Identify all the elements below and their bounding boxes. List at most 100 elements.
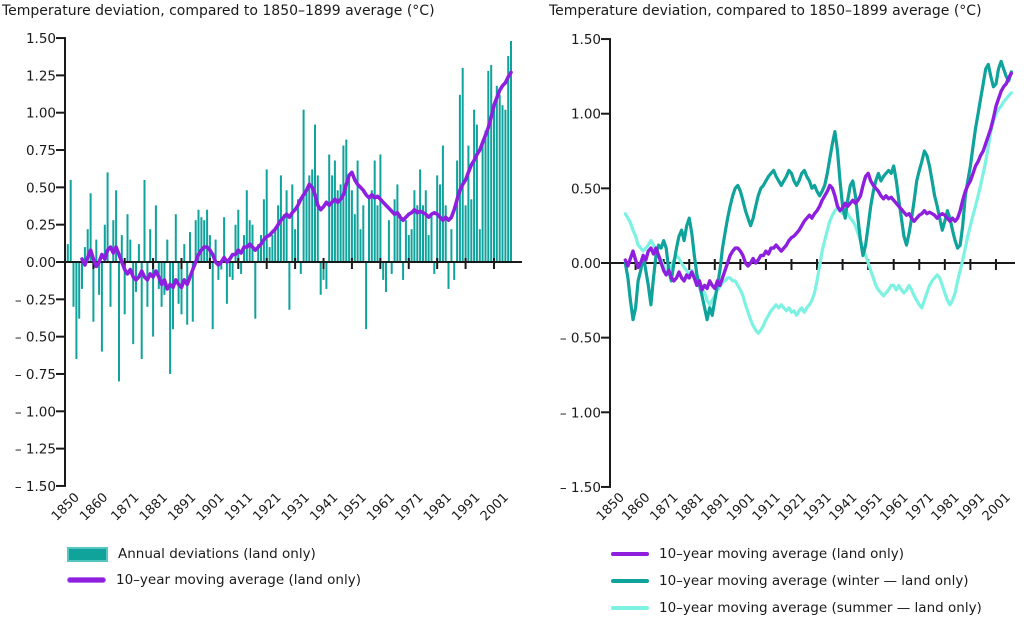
deviation-bar [427,235,430,262]
deviation-bar [186,262,189,325]
deviation-bar [345,139,348,262]
moving-average-line [80,70,513,291]
chart-title-seasonal: Temperature deviation, compared to 1850–… [549,3,982,19]
y-axis-tick-label: – 1.50 [15,479,56,495]
x-axis-year-label: 1881 [137,490,171,524]
x-axis-year-label: 1860 [77,490,111,524]
y-axis-tick-label: 0.00 [26,255,56,271]
deviation-bar [251,224,254,262]
deviation-bar [191,262,194,322]
deviation-bar [118,262,120,382]
deviation-bar [387,220,390,262]
deviation-bar [501,105,504,262]
deviation-bar [444,205,447,262]
deviation-bar [297,199,299,262]
x-axis-year-label: 1871 [108,490,142,524]
deviation-bar [169,262,172,374]
x-axis-year-label: 1860 [619,490,653,524]
deviation-bar [257,244,260,262]
deviation-bar [194,220,197,262]
legend-label: 10–year moving average (land only) [659,546,904,562]
deviation-bar [436,175,439,262]
y-axis-tick-label: 0.75 [26,143,56,159]
legend-swatch-annual-bars [67,546,108,562]
x-axis-year-label: 1941 [307,490,341,524]
deviation-bar [319,262,322,295]
deviation-bar [382,262,385,280]
x-axis-year-label: 1891 [165,490,199,524]
charts-canvas: 1.50 1.25 1.00 0.75 0.50 0.25 0.00 – 0.25 – 0.50… [15,31,1015,524]
deviation-bar [189,232,191,262]
deviation-bar [254,262,257,319]
deviation-bar [166,239,169,262]
x-axis-year-label: 1850 [49,490,83,524]
deviation-bar [402,262,405,280]
deviation-bar [464,205,467,262]
deviation-bar [291,184,294,262]
y-axis-tick-label: 0.50 [571,181,601,197]
legend-swatch-moving-average-land [611,552,649,556]
deviation-bar [146,262,149,307]
deviation-bar [359,229,362,262]
moving-average-line [623,71,1013,292]
legend-annual-chart: Annual deviations (land only) 10–year mo… [67,546,361,588]
deviation-bar [441,145,444,262]
x-axis-year-label: 1881 [673,490,707,524]
deviation-bar [78,262,81,319]
legend-swatch-moving-average-summer [611,606,649,610]
deviation-bar [81,262,83,289]
deviation-bar [143,179,146,262]
deviation-bar [132,262,135,345]
deviation-bar [328,154,331,262]
y-axis-tick-label: – 0.25 [15,292,56,308]
deviation-bar [331,175,334,262]
deviation-bar [311,169,314,262]
deviation-bar [353,214,356,262]
deviation-bar [103,224,106,262]
moving-average-line [623,91,1013,335]
deviation-bar [268,247,271,262]
deviation-bar [240,262,243,274]
y-axis-tick-label: 0.50 [26,180,56,196]
deviation-bar [277,205,280,262]
deviation-bar [507,56,510,262]
deviation-bar [140,262,143,359]
deviation-bar [174,214,177,262]
deviation-bar [115,190,118,262]
deviation-bar [129,239,132,262]
deviation-bar [262,199,265,262]
x-axis-year-label: 1921 [251,490,285,524]
deviation-bar [473,109,476,262]
legend-item: 10–year moving average (land only) [611,546,982,562]
x-axis-year-label: 1941 [826,490,860,524]
deviation-bar [490,64,493,263]
deviation-bar [211,262,214,330]
y-axis-tick-label: 1.50 [571,32,601,48]
annual-deviation-bars [64,41,512,382]
deviation-bar [461,67,464,263]
deviation-bar [393,199,396,262]
deviation-bar [376,205,379,262]
deviation-bar [274,229,277,262]
y-axis-tick-label: – 0.50 [15,330,56,346]
deviation-bar [265,169,268,262]
deviation-bar [458,94,461,262]
deviation-bar [109,262,112,307]
deviation-bar [231,262,234,280]
deviation-bar [481,139,484,262]
x-axis-year-label: 1981 [421,490,455,524]
deviation-bar [92,262,95,322]
deviation-bar [271,235,274,262]
deviation-bar [439,184,441,262]
x-axis-year-label: 1911 [222,490,256,524]
deviation-bar [478,229,481,262]
deviation-bar [399,214,402,262]
deviation-bar [396,184,399,262]
deviation-bar [69,179,72,262]
deviation-bar [89,193,92,262]
deviation-bar [308,175,311,262]
deviation-bar [390,262,393,274]
deviation-bar [72,262,75,307]
legend-label: 10–year moving average (summer — land on… [659,600,982,616]
legend-label: Annual deviations (land only) [118,546,316,562]
